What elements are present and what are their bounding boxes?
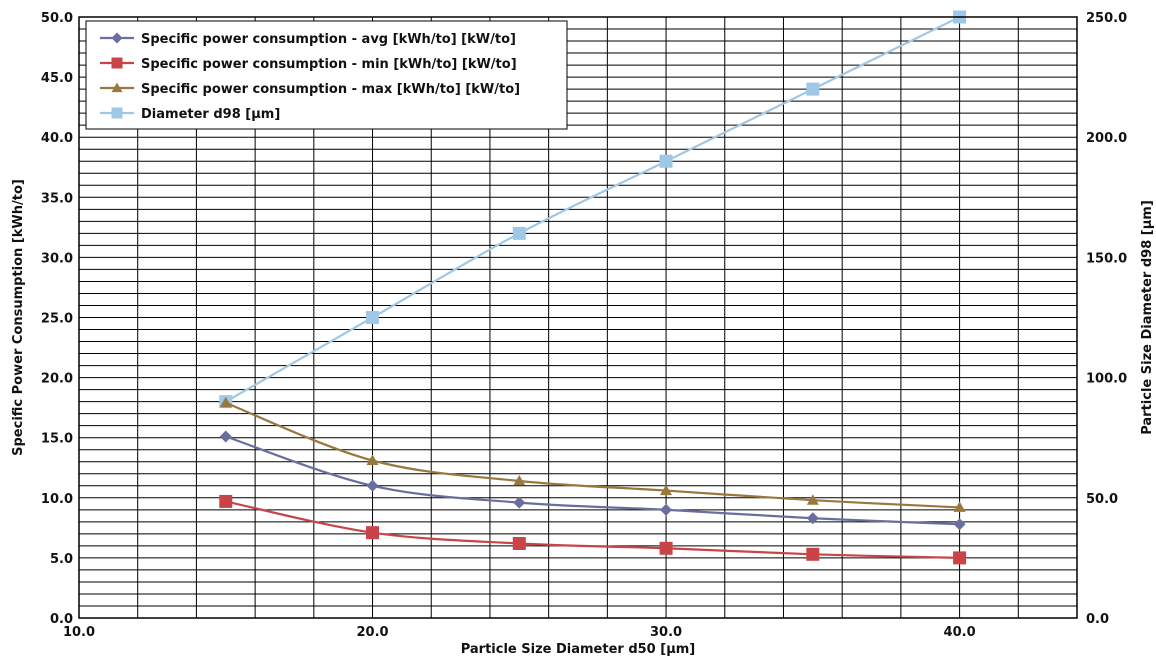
- data-point: [660, 503, 673, 516]
- data-point: [219, 494, 233, 508]
- data-point: [512, 226, 526, 240]
- data-point: [366, 479, 379, 492]
- data-point: [953, 551, 967, 565]
- legend-label: Specific power consumption - max [kWh/to…: [141, 82, 520, 97]
- legend-label: Specific power consumption - avg [kWh/to…: [141, 32, 516, 47]
- data-point: [659, 154, 673, 168]
- y-tick-label-right: 250.0: [1086, 11, 1127, 26]
- y-tick-label-left: 10.0: [41, 492, 73, 507]
- y-axis-title-left: Specific Power Consumption [kWh/to]: [11, 179, 26, 456]
- data-point: [806, 512, 819, 525]
- y-tick-label-left: 25.0: [41, 312, 73, 327]
- data-point: [806, 547, 820, 561]
- data-point: [660, 484, 673, 496]
- data-point: [512, 536, 526, 550]
- y-tick-label-left: 20.0: [41, 372, 73, 387]
- series-line: [225, 435, 960, 526]
- y-tick-label-left: 50.0: [41, 11, 73, 26]
- x-tick-label: 20.0: [356, 625, 388, 640]
- series-0: [219, 430, 966, 531]
- plot-frame: [78, 16, 1078, 619]
- data-point: [513, 496, 526, 509]
- x-tick-label: 40.0: [944, 625, 976, 640]
- data-point: [366, 454, 379, 466]
- legend-label: Diameter d98 [µm]: [141, 107, 280, 122]
- y-tick-label-right: 100.0: [1086, 372, 1127, 387]
- data-point: [366, 526, 380, 540]
- legend-label: Specific power consumption - min [kWh/to…: [141, 57, 517, 72]
- series-line: [225, 500, 960, 559]
- legend-swatch-marker: [111, 107, 123, 119]
- data-point: [659, 541, 673, 555]
- data-point: [219, 396, 232, 408]
- legend-box: [85, 20, 568, 130]
- x-tick-label: 10.0: [63, 625, 95, 640]
- y-tick-label-left: 30.0: [41, 251, 73, 266]
- x-axis-title: Particle Size Diameter d50 [µm]: [461, 642, 696, 657]
- legend: Specific power consumption - avg [kWh/to…: [85, 20, 568, 130]
- y-tick-label-right: 50.0: [1086, 492, 1118, 507]
- y-tick-label-left: 45.0: [41, 71, 73, 86]
- data-point: [953, 501, 966, 512]
- data-point: [953, 518, 966, 531]
- series-1: [219, 494, 967, 565]
- y-tick-label-right: 200.0: [1086, 131, 1127, 146]
- legend-swatch-marker: [111, 82, 123, 93]
- series-2: [219, 396, 966, 512]
- y-tick-label-right: 0.0: [1086, 612, 1109, 627]
- y-tick-label-left: 5.0: [50, 552, 73, 567]
- legend-swatch-marker: [111, 57, 123, 69]
- legend-swatch-marker: [111, 32, 123, 44]
- series-layer: [219, 10, 967, 565]
- x-tick-label: 30.0: [650, 625, 682, 640]
- data-point: [219, 430, 232, 443]
- y-tick-label-left: 0.0: [50, 612, 73, 627]
- series-line: [225, 16, 961, 403]
- data-point: [366, 311, 380, 324]
- y-tick-label-left: 15.0: [41, 432, 73, 447]
- data-point: [513, 474, 526, 486]
- y-tick-label-left: 40.0: [41, 131, 73, 146]
- tick-labels: 10.0 20.0 30.0 40.0 0.0 5.0 10.0 15.0 20.0 25.0 30…: [41, 11, 1127, 640]
- y-axis-title-right: Particle Size Diameter d98 [µm]: [1140, 200, 1155, 435]
- y-tick-label-right: 150.0: [1086, 251, 1127, 266]
- data-point: [806, 494, 819, 505]
- data-point: [806, 82, 820, 96]
- y-tick-label-left: 35.0: [41, 191, 73, 206]
- series-line: [225, 401, 960, 509]
